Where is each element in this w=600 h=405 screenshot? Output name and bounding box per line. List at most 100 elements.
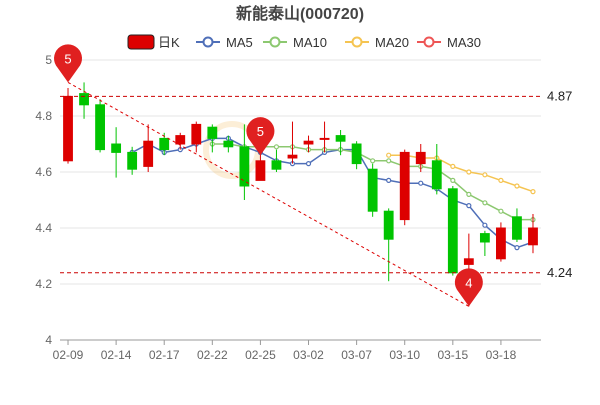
ma20-point: [482, 172, 488, 178]
candles: [63, 82, 538, 307]
candle: [351, 141, 362, 170]
ma5-point: [305, 161, 312, 167]
legend: 日K MA5 MA10 MA20 MA30: [127, 34, 481, 50]
ma20-point: [386, 152, 392, 158]
ma10-point: [498, 208, 504, 214]
reference-line-label: 4.24: [547, 265, 572, 280]
ma5-point: [386, 177, 392, 183]
candle-body: [479, 233, 490, 243]
candle: [239, 124, 250, 200]
candle: [143, 124, 154, 172]
ma10-point: [386, 158, 392, 164]
candle: [287, 121, 298, 164]
candle-body: [415, 151, 426, 165]
ma10-point: [273, 144, 280, 150]
legend-label: 日K: [158, 35, 180, 50]
candle-body: [255, 160, 266, 181]
candle-body: [63, 95, 73, 162]
y-tick-label: 5: [45, 53, 52, 67]
candle: [271, 149, 282, 172]
legend-label: MA20: [375, 35, 409, 50]
candle-body: [351, 143, 362, 165]
candle: [111, 127, 122, 178]
ma5-point: [482, 222, 488, 228]
candle: [191, 121, 202, 153]
x-tick-label: 03-07: [341, 348, 372, 362]
ma5-point: [466, 203, 472, 209]
price-marker: 5: [54, 44, 83, 83]
candle: [223, 135, 234, 153]
candle-body: [287, 154, 298, 159]
candle: [528, 214, 538, 254]
candle-body: [496, 227, 506, 260]
moving-average-lines: [129, 135, 536, 251]
legend-label: MA10: [293, 35, 327, 50]
x-tick-label: 02-22: [197, 348, 228, 362]
candle-body: [399, 151, 410, 221]
candle: [335, 130, 346, 156]
candle: [479, 230, 490, 256]
candle-body: [79, 93, 89, 106]
marker-pin-icon: [454, 268, 483, 307]
candle-body: [463, 258, 474, 265]
legend-swatch-kline: [127, 34, 155, 50]
candle-body: [159, 137, 170, 151]
y-tick-label: 4.8: [35, 109, 52, 123]
candle: [383, 208, 394, 282]
overlays: 4.87 4.24 5 5 4: [54, 44, 572, 307]
y-tick-label: 4.4: [35, 221, 52, 235]
marker-label: 5: [64, 51, 71, 66]
marker-pin-icon: [54, 44, 83, 83]
ma10-point: [482, 200, 488, 206]
marker-label: 4: [465, 275, 472, 290]
candle: [367, 163, 378, 217]
candle: [79, 82, 89, 119]
legend-swatch-dot: [202, 36, 214, 48]
price-marker: 4: [454, 268, 483, 307]
candle-body: [303, 140, 314, 145]
legend-swatch-dot: [423, 36, 435, 48]
legend-swatch-dot: [351, 36, 363, 48]
candle-body: [383, 210, 394, 240]
x-tick-label: 03-18: [486, 348, 517, 362]
ma10-point: [370, 158, 376, 164]
ma5-line: [131, 137, 534, 249]
candle: [127, 146, 138, 175]
candle-body: [143, 140, 154, 167]
candle: [496, 222, 506, 262]
chart-title: 新能泰山(000720): [236, 4, 364, 23]
ma20-point: [530, 189, 536, 195]
x-tick-label: 03-15: [437, 348, 468, 362]
ma20-point: [466, 169, 472, 175]
candle-body: [223, 140, 234, 148]
candle-body: [447, 188, 458, 274]
candle-body: [367, 168, 378, 212]
candle-body: [239, 146, 250, 187]
trendline: [67, 81, 470, 307]
candle: [175, 132, 186, 150]
candle: [95, 99, 105, 153]
candle: [319, 121, 330, 153]
candle-body: [175, 135, 186, 145]
y-tick-label: 4: [45, 333, 52, 347]
candle: [447, 186, 458, 276]
ma10-point: [466, 191, 472, 197]
candle-body: [111, 143, 122, 153]
candle-body: [191, 123, 202, 145]
x-tick-label: 02-14: [101, 348, 132, 362]
ma20-point: [514, 183, 520, 189]
candle: [255, 152, 266, 181]
y-tick-label: 4.6: [35, 165, 52, 179]
ma5-point: [418, 180, 424, 186]
candle: [399, 149, 410, 226]
x-tick-label: 02-17: [149, 348, 180, 362]
x-tick-label: 03-02: [293, 348, 324, 362]
x-tick-label: 03-10: [389, 348, 420, 362]
ma10-point: [450, 177, 456, 183]
candle-body: [95, 104, 105, 151]
candle-body: [319, 137, 330, 140]
legend-swatch-dot: [269, 36, 281, 48]
candle-body: [431, 160, 442, 190]
axes: 4 4.2 4.4 4.6 4.8 5 02-09 02-14 02-17 02-22 02-25 0…: [35, 53, 541, 362]
